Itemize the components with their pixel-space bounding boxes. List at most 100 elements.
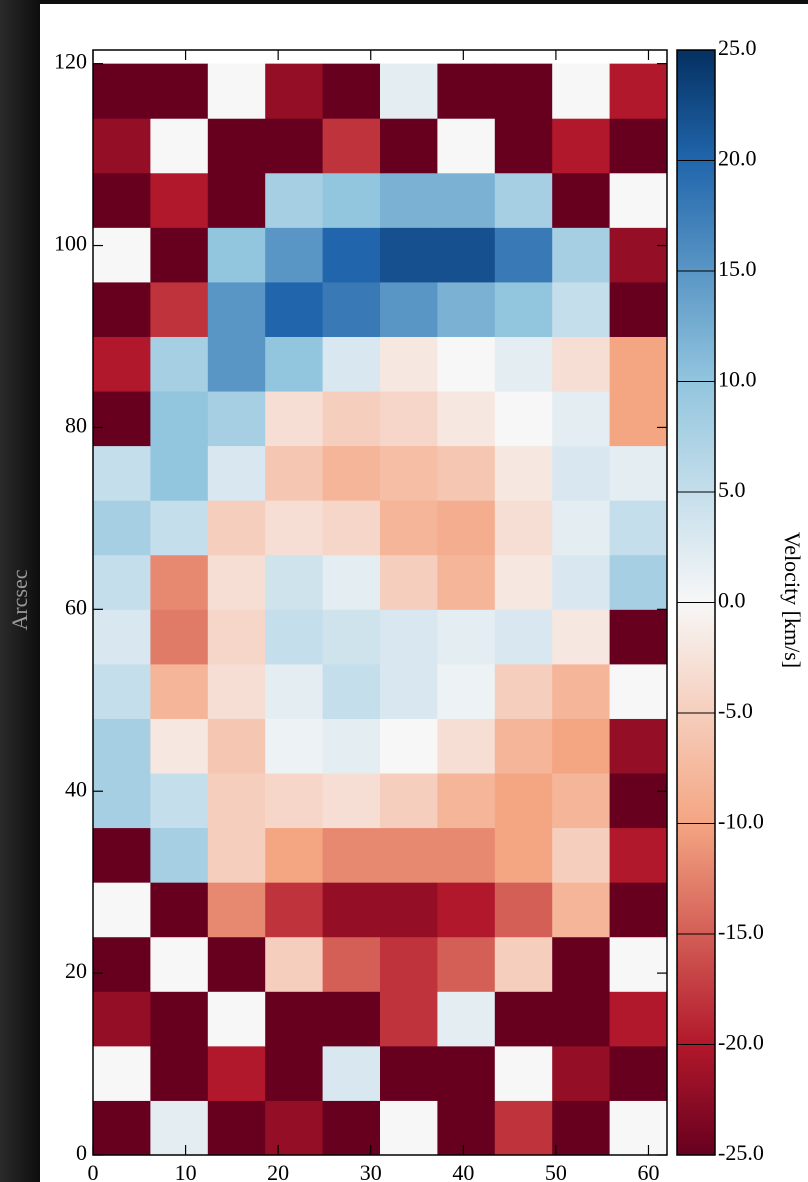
heatmap-cell	[322, 991, 381, 1047]
colorbar-tick-label: -25.0	[718, 1140, 764, 1165]
y-tick-label: 0	[76, 1140, 87, 1165]
heatmap-cell	[150, 936, 209, 992]
heatmap-cell	[207, 609, 266, 665]
heatmap-cell	[207, 391, 266, 447]
colorbar-label: Velocity [km/s]	[780, 532, 805, 668]
heatmap-cell	[552, 827, 611, 883]
heatmap-cell	[494, 172, 553, 228]
heatmap-cell	[552, 445, 611, 501]
colorbar-tick-label: 20.0	[718, 146, 757, 171]
x-tick-label: 10	[175, 1160, 197, 1182]
heatmap-cell	[150, 773, 209, 829]
heatmap-cell	[437, 1045, 496, 1101]
heatmap-cell	[150, 118, 209, 174]
heatmap-cell	[380, 827, 438, 883]
heatmap-cell	[207, 445, 266, 501]
heatmap-cell	[380, 773, 438, 829]
heatmap-cell	[265, 63, 324, 119]
colorbar-tick-label: 0.0	[718, 588, 746, 613]
heatmap-cell	[609, 936, 668, 992]
x-tick-label: 40	[452, 1160, 474, 1182]
colorbar-tick-label: 15.0	[718, 256, 757, 281]
heatmap-cell	[93, 1045, 151, 1101]
heatmap-cell	[380, 336, 438, 392]
heatmap-cell	[437, 281, 496, 337]
heatmap-cell	[322, 718, 381, 774]
heatmap-cell	[609, 991, 668, 1047]
heatmap-cell	[150, 609, 209, 665]
heatmap-cell	[207, 118, 266, 174]
heatmap-cell	[609, 718, 668, 774]
heatmap-cell	[150, 445, 209, 501]
colorbar-tick-label: 5.0	[718, 477, 746, 502]
heatmap-cell	[609, 391, 668, 447]
colorbar-tick-label: 10.0	[718, 367, 757, 392]
heatmap-cell	[322, 63, 381, 119]
heatmap-cell	[380, 63, 438, 119]
heatmap-cell	[437, 936, 496, 992]
heatmap-cell	[265, 882, 324, 938]
heatmap-cell	[207, 1045, 266, 1101]
heatmap-cell	[265, 936, 324, 992]
heatmap-cell	[437, 172, 496, 228]
heatmap-cell	[207, 936, 266, 992]
y-tick-label: 80	[65, 412, 87, 437]
heatmap-cell	[494, 827, 553, 883]
heatmap-cell	[322, 445, 381, 501]
heatmap-cell	[437, 227, 496, 283]
heatmap-cell	[437, 827, 496, 883]
heatmap-cell	[609, 882, 668, 938]
heatmap-cell	[552, 936, 611, 992]
heatmap-cell	[380, 445, 438, 501]
colorbar-tick-label: -20.0	[718, 1030, 764, 1055]
heatmap-cell	[265, 118, 324, 174]
heatmap-cell	[322, 663, 381, 719]
heatmap-cell	[265, 663, 324, 719]
heatmap-cell	[265, 773, 324, 829]
heatmap-cell	[150, 63, 209, 119]
heatmap-cell	[150, 1045, 209, 1101]
heatmap-cell	[552, 63, 611, 119]
heatmap-cell	[494, 936, 553, 992]
heatmap-cell	[494, 63, 553, 119]
heatmap-cell	[150, 718, 209, 774]
heatmap-cell	[322, 827, 381, 883]
heatmap-cell	[609, 63, 668, 119]
heatmap-cell	[207, 991, 266, 1047]
heatmap-cell	[93, 500, 151, 556]
heatmap-cell	[494, 391, 553, 447]
heatmap-cell	[494, 445, 553, 501]
heatmap-cell	[437, 718, 496, 774]
heatmap-cell	[265, 609, 324, 665]
heatmap-cell	[552, 554, 611, 610]
heatmap-cell	[265, 281, 324, 337]
heatmap-cell	[380, 281, 438, 337]
heatmap-cell	[609, 445, 668, 501]
heatmap-cell	[380, 118, 438, 174]
heatmap-cell	[150, 554, 209, 610]
heatmap-cell	[609, 1045, 668, 1101]
x-tick-label: 20	[267, 1160, 289, 1182]
heatmap-cell	[494, 118, 553, 174]
y-tick-label: 100	[54, 231, 87, 256]
heatmap-cell	[552, 882, 611, 938]
heatmap-cell	[552, 336, 611, 392]
heatmap-cell	[609, 500, 668, 556]
heatmap-cell	[93, 991, 151, 1047]
heatmap-cell	[207, 281, 266, 337]
heatmap-cell	[150, 1100, 209, 1156]
heatmap-cell	[150, 172, 209, 228]
heatmap-cell	[609, 827, 668, 883]
heatmap-cell	[265, 500, 324, 556]
heatmap-cell	[265, 391, 324, 447]
heatmap-cell	[322, 882, 381, 938]
heatmap-cell	[322, 1100, 381, 1156]
y-tick-label: 60	[65, 594, 87, 619]
heatmap-cell	[322, 172, 381, 228]
heatmap-cell	[93, 227, 151, 283]
heatmap-cell	[265, 227, 324, 283]
heatmap-cell	[265, 445, 324, 501]
heatmap-cell	[265, 336, 324, 392]
heatmap-cell	[609, 336, 668, 392]
